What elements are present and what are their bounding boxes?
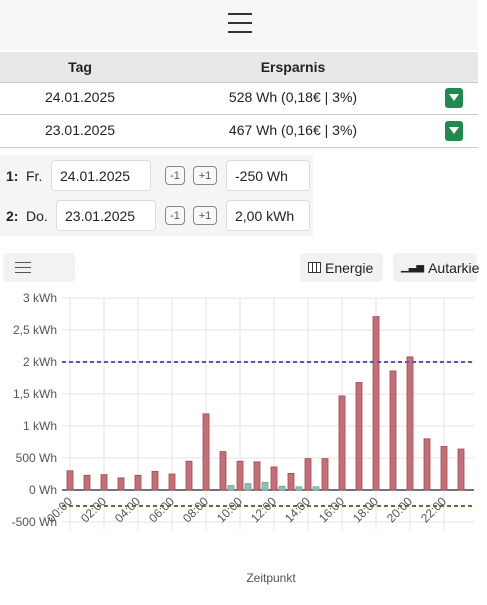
y-tick-label: 1,5 kWh xyxy=(13,387,57,401)
x-tick-label: 10:00 xyxy=(214,494,245,525)
bar xyxy=(100,474,108,491)
bar xyxy=(423,438,431,491)
x-tick-label: 08:00 xyxy=(180,494,211,525)
value-input[interactable]: -250 Wh xyxy=(226,160,310,191)
bar xyxy=(278,485,286,491)
x-tick-label: 02:00 xyxy=(78,494,109,525)
x-tick-label: 04:00 xyxy=(112,494,143,525)
x-tick-label: 00:00 xyxy=(44,494,75,525)
bar xyxy=(151,471,159,491)
bar xyxy=(321,458,329,491)
bar xyxy=(295,486,303,491)
bar xyxy=(134,474,142,491)
table-header xyxy=(0,52,478,83)
energie-label: Energie xyxy=(325,259,374,276)
y-tick-label: -500 Wh xyxy=(12,515,57,529)
cell-date: 23.01.2025 xyxy=(44,122,116,138)
bar xyxy=(227,485,235,491)
energie-button[interactable]: Energie xyxy=(300,253,383,282)
chart-menu[interactable] xyxy=(3,253,75,282)
menu-icon[interactable] xyxy=(228,13,252,33)
bar xyxy=(287,472,295,491)
ctrl-index: 2: xyxy=(6,208,19,224)
x-tick-label: 14:00 xyxy=(282,494,313,525)
bar xyxy=(185,460,193,491)
bar xyxy=(168,473,176,491)
bar xyxy=(270,466,278,491)
minus-button[interactable]: -1 xyxy=(165,166,185,185)
x-tick-label: 06:00 xyxy=(146,494,177,525)
autarkie-button[interactable]: ▁▃▅ Autarkie xyxy=(393,253,480,282)
bar xyxy=(219,451,227,491)
date-input[interactable]: 24.01.2025 xyxy=(51,160,151,191)
bar xyxy=(440,446,448,491)
header-tag: Tag xyxy=(68,59,92,75)
date-input[interactable]: 23.01.2025 xyxy=(56,200,156,231)
expand-button[interactable] xyxy=(445,121,463,141)
y-tick-label: 3 kWh xyxy=(23,291,57,305)
cell-savings: 528 Wh (0,18€ | 3%) xyxy=(228,89,358,105)
bar xyxy=(406,356,414,491)
ctrl-day: Fr. xyxy=(26,168,43,184)
bar xyxy=(312,486,320,491)
bar xyxy=(236,460,244,491)
bar xyxy=(117,477,125,491)
x-tick-label: 18:00 xyxy=(350,494,381,525)
value-input[interactable]: 2,00 kWh xyxy=(226,200,310,231)
x-tick-label: 20:00 xyxy=(384,494,415,525)
y-tick-label: 0 Wh xyxy=(29,483,57,497)
cell-savings: 467 Wh (0,16€ | 3%) xyxy=(228,122,358,138)
x-tick-label: 16:00 xyxy=(316,494,347,525)
expand-button[interactable] xyxy=(445,88,463,108)
row-line xyxy=(0,114,478,115)
top-bar xyxy=(0,0,478,50)
bar xyxy=(202,413,210,491)
plus-button[interactable]: +1 xyxy=(193,206,217,225)
bar xyxy=(83,474,91,491)
x-tick-label: 12:00 xyxy=(248,494,279,525)
bar xyxy=(244,483,252,491)
chart: Zeitpunkt -500 Wh 0 Wh 500 Wh 1 kWh 1,5 kWh 2… xyxy=(12,291,474,585)
bar xyxy=(253,461,261,491)
bar xyxy=(355,382,363,491)
bar xyxy=(304,458,312,491)
bar xyxy=(389,370,397,491)
y-tick-label: 2 kWh xyxy=(23,355,57,369)
plus-button[interactable]: +1 xyxy=(193,166,217,185)
ctrl-day: Do. xyxy=(26,208,48,224)
autarkie-label: Autarkie xyxy=(428,259,480,276)
ctrl-index: 1: xyxy=(6,168,19,184)
minus-button[interactable]: -1 xyxy=(165,206,185,225)
bar xyxy=(372,316,380,491)
cell-date: 24.01.2025 xyxy=(44,89,116,105)
y-tick-label: 500 Wh xyxy=(16,451,57,465)
row-line xyxy=(0,147,478,148)
x-axis-title: Zeitpunkt xyxy=(246,571,296,585)
bar xyxy=(66,470,74,491)
bar xyxy=(457,448,465,491)
header-ersparnis: Ersparnis xyxy=(260,59,326,75)
bar xyxy=(261,481,269,491)
y-tick-label: 2,5 kWh xyxy=(13,323,57,337)
y-tick-label: 1 kWh xyxy=(23,419,57,433)
x-tick-label: 22:00 xyxy=(418,494,449,525)
bar xyxy=(338,395,346,491)
